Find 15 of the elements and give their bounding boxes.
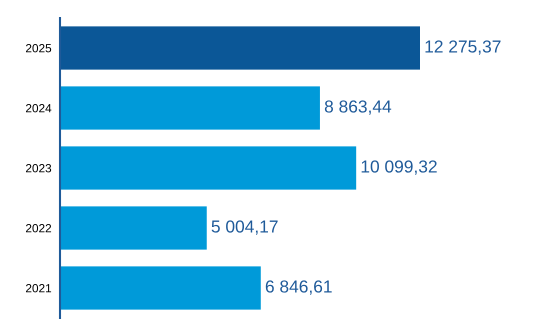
y-tick-label: 2023 xyxy=(26,164,52,172)
bar xyxy=(60,206,207,250)
data-label: 6 846,61 xyxy=(266,280,332,295)
bar xyxy=(60,266,261,310)
y-tick-label: 2022 xyxy=(26,224,52,232)
bar xyxy=(60,26,420,70)
data-label: 5 004,17 xyxy=(212,220,278,235)
bar xyxy=(60,86,320,130)
bar xyxy=(60,146,356,190)
y-tick-label: 2024 xyxy=(26,104,52,112)
y-tick-label: 2025 xyxy=(26,44,52,52)
data-label: 8 863,44 xyxy=(324,100,392,115)
y-tick-label: 2021 xyxy=(26,284,52,292)
data-label: 12 275,37 xyxy=(425,40,501,55)
data-label: 10 099,32 xyxy=(362,160,437,175)
